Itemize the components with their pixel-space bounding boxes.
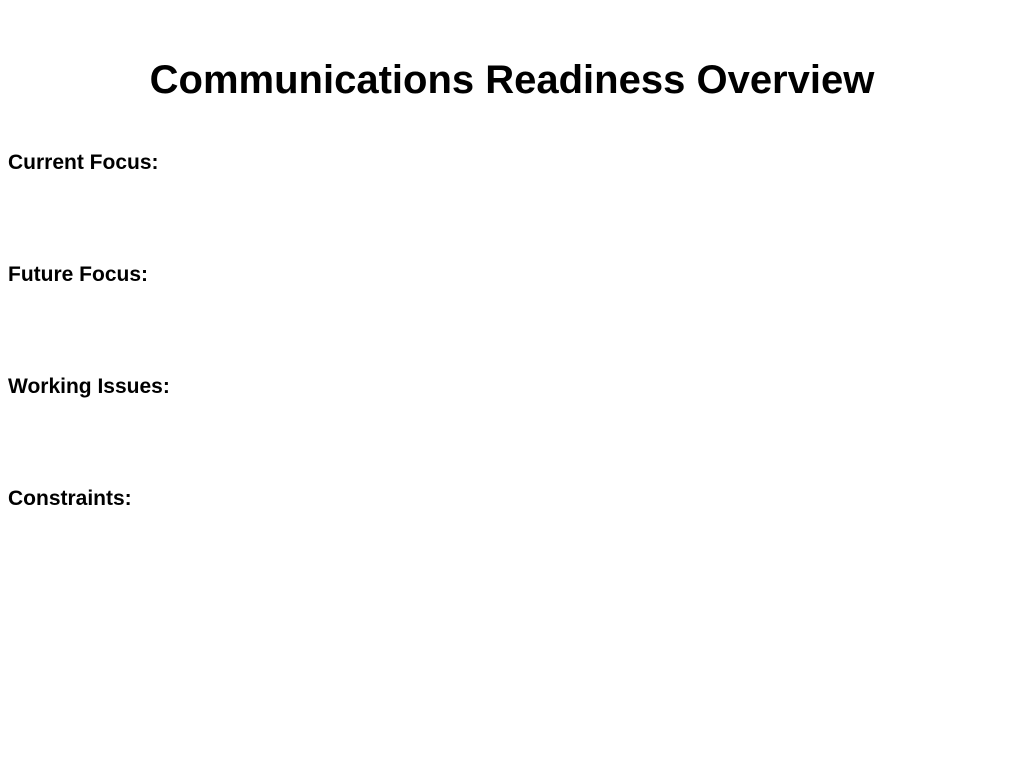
section-future-focus: Future Focus: xyxy=(8,263,1024,287)
section-current-focus: Current Focus: xyxy=(8,151,1024,175)
slide-container: Communications Readiness Overview Curren… xyxy=(0,0,1024,768)
slide-content: Current Focus: Future Focus: Working Iss… xyxy=(0,151,1024,511)
section-constraints: Constraints: xyxy=(8,487,1024,511)
slide-title: Communications Readiness Overview xyxy=(0,0,1024,151)
section-working-issues: Working Issues: xyxy=(8,375,1024,399)
